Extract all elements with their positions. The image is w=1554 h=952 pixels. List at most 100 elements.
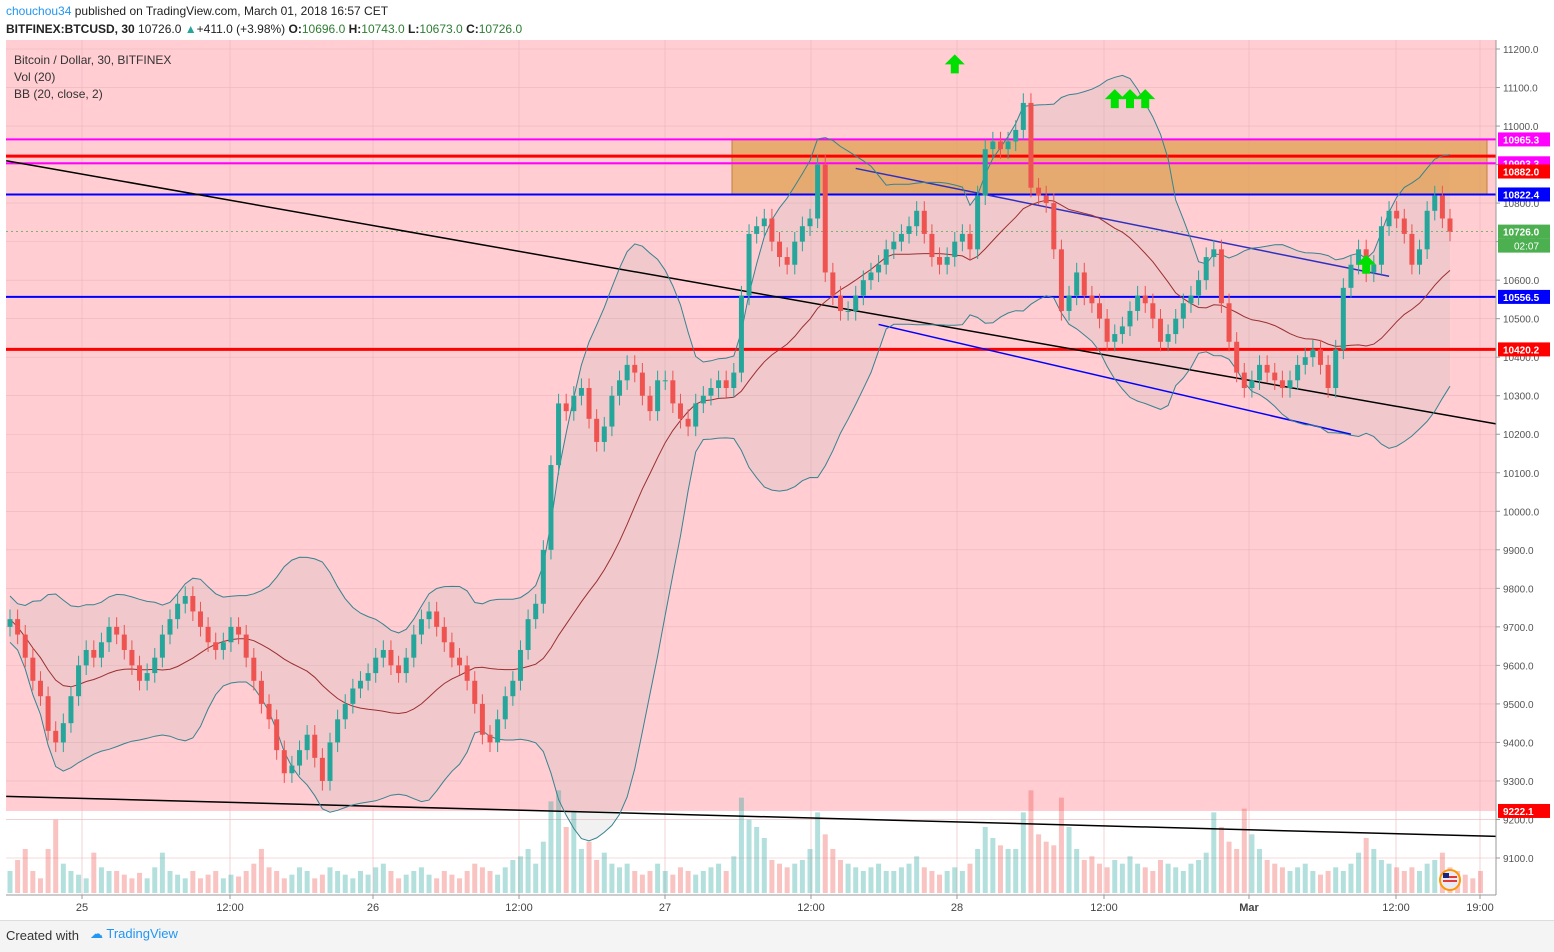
volume-bar <box>45 849 51 893</box>
volume-bar <box>60 863 66 893</box>
volume-bar <box>1295 867 1301 893</box>
price-tick-label: 10200.0 <box>1503 430 1540 441</box>
horizontal-levels[interactable] <box>6 138 1496 351</box>
volume-bar <box>53 819 59 893</box>
price-tick-label: 9500.0 <box>1503 700 1534 711</box>
volume-bar <box>137 872 143 893</box>
candle-body <box>159 634 165 658</box>
volume-bar <box>1157 860 1163 893</box>
candle-body <box>967 233 973 250</box>
volume-bar <box>746 819 752 893</box>
volume-bar <box>1394 867 1400 893</box>
author-link[interactable]: chouchou34 <box>6 4 72 18</box>
price-tick-label: 9600.0 <box>1503 661 1534 672</box>
candle-body <box>761 218 767 227</box>
volume-bar <box>1417 871 1423 893</box>
volume-bar <box>921 867 927 893</box>
up-arrow-icon <box>1135 89 1156 109</box>
candle-body <box>258 680 264 704</box>
volume-bar <box>213 871 219 893</box>
volume-bar <box>1356 852 1362 893</box>
candle-body <box>586 388 592 419</box>
volume-bar <box>37 878 43 893</box>
volume-bar <box>1462 874 1468 893</box>
candle-body <box>190 596 196 612</box>
volume-bar <box>121 874 127 893</box>
volume-bar <box>1310 871 1316 893</box>
volume-bar <box>1013 849 1019 893</box>
candle-body <box>373 657 379 674</box>
candle-body <box>937 257 943 265</box>
candle-body <box>495 719 501 743</box>
volume-bar <box>304 871 310 893</box>
volume-bar <box>1203 852 1209 893</box>
volume-bar <box>1020 812 1026 893</box>
up-arrow-icon <box>1120 89 1140 109</box>
volume-bar <box>68 871 74 893</box>
candle-body <box>1036 187 1042 196</box>
volume-bar <box>868 867 874 893</box>
candle-body <box>677 403 683 419</box>
price-label-text: 9222.1 <box>1503 807 1534 818</box>
volume-bar <box>685 871 691 893</box>
volume-bar <box>1424 863 1430 893</box>
volume-bar <box>1432 860 1438 893</box>
candle-body <box>213 642 219 650</box>
major-downtrend-line <box>6 159 1512 428</box>
time-axis[interactable]: 25 12:00 26 12:00 27 12:00 28 12:00 Mar 12:00 19:0… <box>76 895 1494 914</box>
candle-body <box>815 164 821 219</box>
volume-bar <box>807 849 813 893</box>
candle-body <box>639 372 645 396</box>
volume-bar <box>883 871 889 893</box>
volume-bar <box>1272 863 1278 893</box>
volume-bar <box>777 863 783 893</box>
candle-body <box>7 619 13 627</box>
volume-bar <box>914 856 920 893</box>
candle-body <box>1089 295 1095 304</box>
candle-body <box>914 210 920 227</box>
candle-body <box>632 364 638 373</box>
candle-body <box>1279 380 1285 389</box>
high-value: 10743.0 <box>361 22 405 36</box>
candle-body <box>1097 303 1103 319</box>
volume-bar <box>297 867 303 893</box>
volume-bar <box>677 867 683 893</box>
volume-bar <box>845 863 851 893</box>
volume-bar <box>106 871 112 893</box>
candle-body <box>1257 364 1263 381</box>
candle-body <box>1028 102 1034 188</box>
candle-body <box>418 619 424 635</box>
candle-body <box>1104 318 1110 342</box>
candle-body <box>959 233 965 242</box>
price-label-text: 10726.0 <box>1503 228 1540 239</box>
volume-bar <box>167 871 173 893</box>
volume-bar <box>1081 860 1087 893</box>
volume-bar <box>129 878 135 893</box>
candle-body <box>662 380 668 382</box>
volume-bar <box>220 878 226 893</box>
candle-body <box>327 742 333 781</box>
tradingview-logo-link[interactable]: ☁ TradingView <box>90 926 178 942</box>
candle-body <box>1173 318 1179 335</box>
volume-bar <box>1112 860 1118 893</box>
candles <box>7 93 1453 791</box>
legend-title: Bitcoin / Dollar, 30, BITFINEX <box>14 53 171 67</box>
volume-bar <box>418 867 424 893</box>
volume-bar <box>441 871 447 893</box>
volume-bar <box>769 860 775 893</box>
candle-body <box>357 680 363 689</box>
time-tick-label: 12:00 <box>1382 902 1410 914</box>
price-chart[interactable]: 11200.011100.011000.010900.010800.010700… <box>0 0 1554 920</box>
price-label-box <box>1498 803 1550 818</box>
arrow-markers[interactable] <box>944 54 1377 274</box>
up-arrow-icon <box>944 54 965 74</box>
time-tick-label: Mar <box>1239 902 1259 914</box>
volume-bar <box>30 871 36 893</box>
candle-body <box>167 619 173 635</box>
candle-body <box>464 665 470 681</box>
candle-body <box>312 734 318 758</box>
candle-body <box>1150 303 1156 319</box>
volume-bar <box>784 867 790 893</box>
volume-bar <box>403 874 409 893</box>
candle-body <box>510 680 516 697</box>
